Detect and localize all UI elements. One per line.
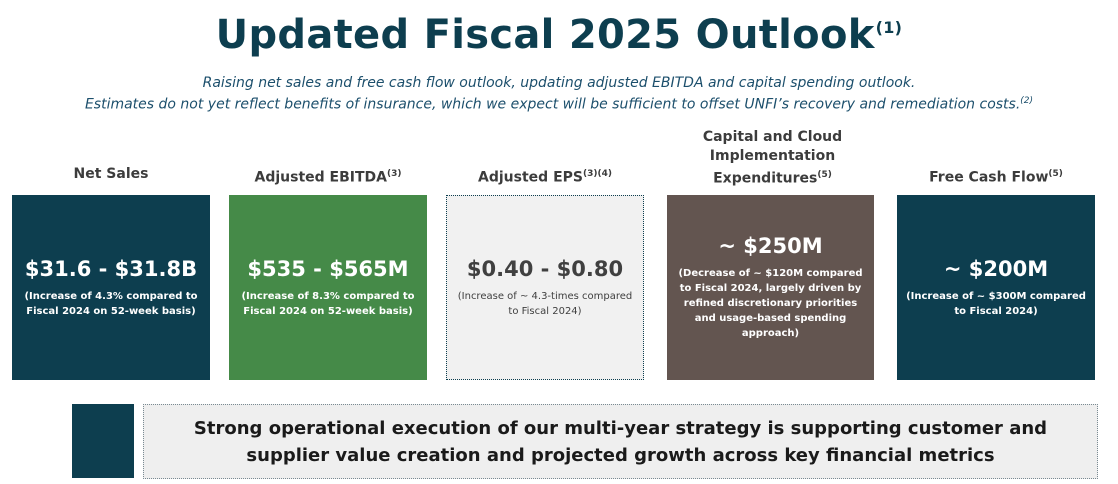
subtitle-line-2-text: Estimates do not yet reflect benefits of… — [84, 96, 1021, 113]
free-cash-flow-card: ~ $200M (Increase of ~ $300M compared to… — [897, 195, 1095, 380]
adjusted-eps-value: $0.40 - $0.80 — [466, 256, 624, 281]
page-title: Updated Fiscal 2025 Outlook(1) — [0, 12, 1118, 58]
capex-note: (Decrease of ~ $120M compared to Fiscal … — [678, 268, 863, 339]
net-sales-label-text: Net Sales — [73, 166, 149, 182]
adjusted-eps-note: (Increase of ~ 4.3-times compared to Fis… — [457, 290, 633, 317]
bottom-accent-square — [72, 404, 134, 478]
capex-card: ~ $250M (Decrease of ~ $120M compared to… — [667, 195, 874, 380]
adjusted-ebitda-footnote: (3) — [387, 169, 402, 179]
adjusted-eps-footnote: (3)(4) — [582, 169, 612, 179]
free-cash-flow-label: Free Cash Flow(5) — [897, 165, 1095, 188]
adjusted-ebitda-label: Adjusted EBITDA(3) — [229, 165, 427, 188]
bottom-callout-text: Strong operational execution of our mult… — [193, 417, 1048, 466]
adjusted-eps-card: $0.40 - $0.80 (Increase of ~ 4.3-times c… — [446, 195, 644, 380]
capex-footnote: (5) — [817, 170, 832, 180]
net-sales-label: Net Sales — [12, 165, 210, 184]
net-sales-card: $31.6 - $31.8B (Increase of 4.3% compare… — [12, 195, 210, 380]
adjusted-eps-label-text: Adjusted EPS — [478, 169, 583, 186]
adjusted-ebitda-card: $535 - $565M (Increase of 8.3% compared … — [229, 195, 427, 380]
capex-label: Capital and Cloud Implementation Expendi… — [695, 128, 850, 189]
title-footnote: (1) — [875, 18, 903, 37]
capex-label-text: Capital and Cloud Implementation Expendi… — [702, 129, 843, 187]
adjusted-ebitda-note: (Increase of 8.3% compared to Fiscal 202… — [241, 290, 415, 317]
subtitle-footnote: (2) — [1020, 96, 1034, 106]
net-sales-value: $31.6 - $31.8B — [24, 256, 198, 281]
adjusted-ebitda-label-text: Adjusted EBITDA — [254, 169, 388, 186]
capex-value: ~ $250M — [718, 234, 823, 258]
adjusted-eps-label: Adjusted EPS(3)(4) — [446, 165, 644, 188]
free-cash-flow-label-text: Free Cash Flow — [929, 169, 1049, 186]
net-sales-note: (Increase of 4.3% compared to Fiscal 202… — [24, 290, 198, 317]
page-title-text: Updated Fiscal 2025 Outlook — [215, 12, 875, 58]
free-cash-flow-note: (Increase of ~ $300M compared to Fiscal … — [906, 290, 1086, 317]
bottom-callout: Strong operational execution of our mult… — [143, 404, 1098, 479]
adjusted-ebitda-value: $535 - $565M — [247, 256, 409, 281]
subtitle-line-2: Estimates do not yet reflect benefits of… — [0, 96, 1118, 113]
free-cash-flow-value: ~ $200M — [943, 256, 1049, 281]
free-cash-flow-footnote: (5) — [1048, 169, 1063, 179]
subtitle-line-1: Raising net sales and free cash flow out… — [202, 75, 916, 91]
